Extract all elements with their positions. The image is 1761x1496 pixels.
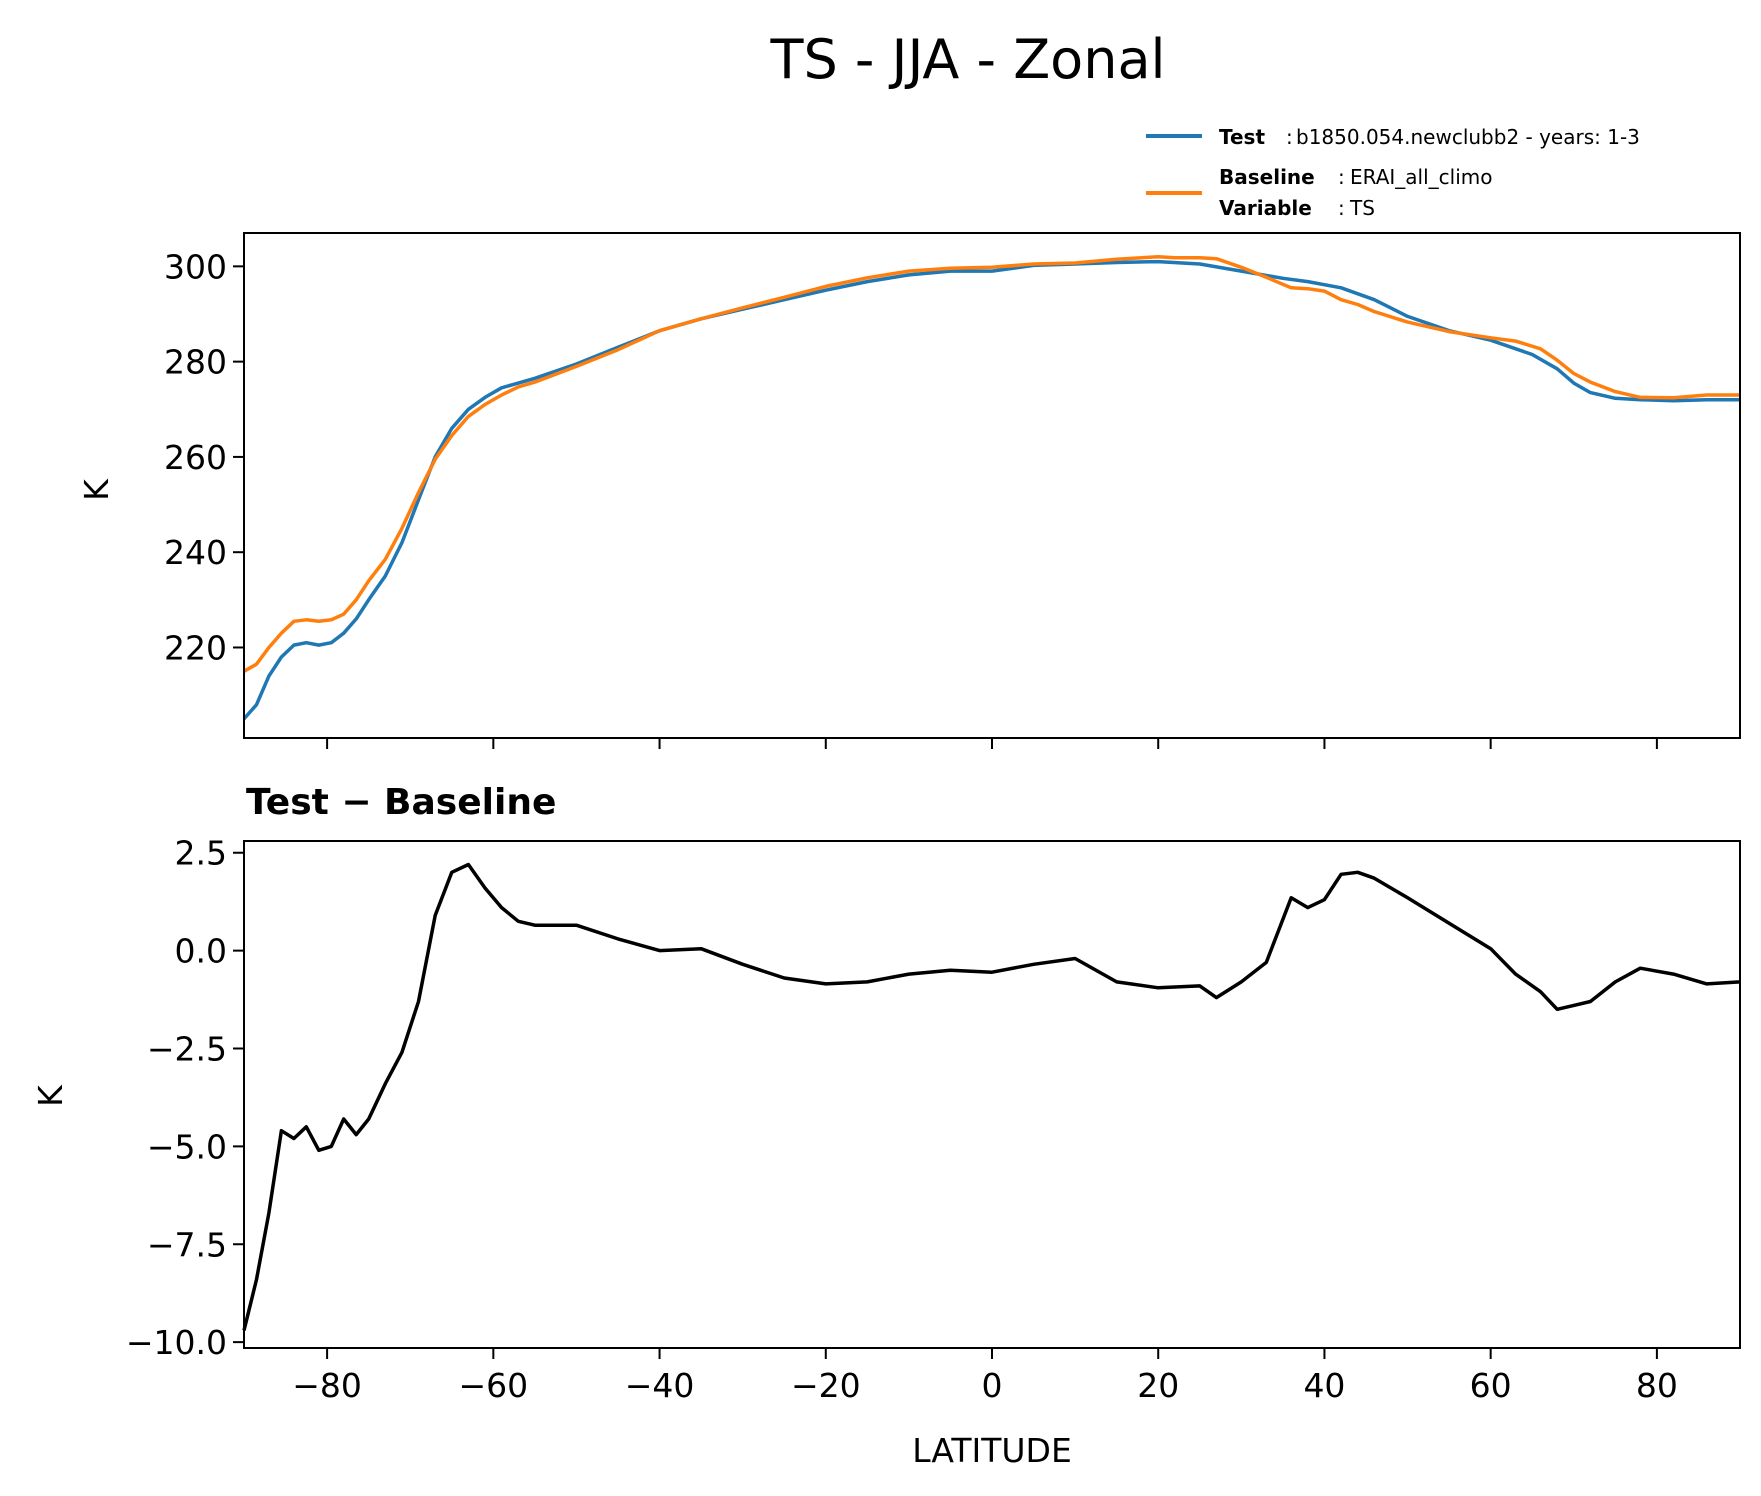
bottom-y-axis-label: K: [31, 1084, 70, 1107]
bottom-x-tick-label: 40: [1303, 1366, 1345, 1405]
bottom-y-tick-label: −5.0: [147, 1127, 227, 1166]
top-x-ticks: [326, 738, 1658, 749]
bottom-panel-title: Test − Baseline: [246, 782, 556, 823]
top-y-ticks: 220 240 260 280 300: [164, 247, 244, 667]
chart-title: TS - JJA - Zonal: [769, 28, 1165, 91]
legend-variable-value: TS: [1349, 196, 1375, 220]
legend-variable-key: Variable: [1219, 196, 1312, 220]
legend-test-key: Test: [1219, 125, 1265, 149]
bottom-y-tick-label: −2.5: [147, 1029, 227, 1068]
bottom-series-line-test-baseline: [242, 862, 1741, 1331]
bottom-y-ticks: −10.0 −7.5 −5.0 −2.5 0.0 2.5: [126, 834, 244, 1362]
bottom-x-tick-label: 80: [1636, 1366, 1678, 1405]
top-series-line-baseline: [243, 255, 1740, 673]
bottom-x-tick-label: −60: [459, 1366, 529, 1405]
bottom-y-tick-label: 2.5: [175, 834, 227, 873]
legend-test-value: b1850.054.newclubb2 - years: 1-3: [1296, 125, 1640, 149]
top-series-line-test: [242, 259, 1740, 721]
top-y-axis-label: K: [77, 478, 116, 501]
bottom-y-tick-label: −10.0: [126, 1323, 227, 1362]
bottom-x-ticks: −80 −60 −40 −20 0 20 40 60 80: [292, 1348, 1678, 1405]
legend-variable-colon: :: [1338, 196, 1345, 220]
bottom-x-tick-label: 20: [1137, 1366, 1179, 1405]
bottom-y-tick-label: 0.0: [175, 932, 227, 971]
legend-baseline-key: Baseline: [1219, 165, 1315, 189]
bottom-x-tick-label: 0: [982, 1366, 1003, 1405]
bottom-series-group: [242, 862, 1741, 1331]
top-series-group: [242, 255, 1740, 721]
top-y-tick-label: 240: [164, 533, 227, 572]
top-y-tick-label: 300: [164, 247, 227, 286]
top-y-tick-label: 260: [164, 438, 227, 477]
top-y-tick-label: 280: [164, 343, 227, 382]
x-axis-label: LATITUDE: [912, 1431, 1072, 1470]
top-panel: 220 240 260 280 300 K: [77, 232, 1741, 749]
bottom-x-tick-label: −80: [292, 1366, 362, 1405]
bottom-x-tick-label: 60: [1470, 1366, 1512, 1405]
legend-test-colon: :: [1286, 125, 1293, 149]
top-y-tick-label: 220: [164, 628, 227, 667]
legend: Test b1850.054.newclubb2 - years: 1-3 : …: [1146, 125, 1640, 220]
bottom-panel: Test − Baseline −80 −60 −40 −20 0 20 40 60 80 −1…: [31, 782, 1741, 1470]
bottom-y-tick-label: −7.5: [147, 1225, 227, 1264]
legend-baseline-value: ERAI_all_climo: [1350, 165, 1493, 189]
bottom-x-tick-label: −20: [791, 1366, 861, 1405]
bottom-x-tick-label: −40: [625, 1366, 695, 1405]
legend-baseline-colon: :: [1338, 165, 1345, 189]
